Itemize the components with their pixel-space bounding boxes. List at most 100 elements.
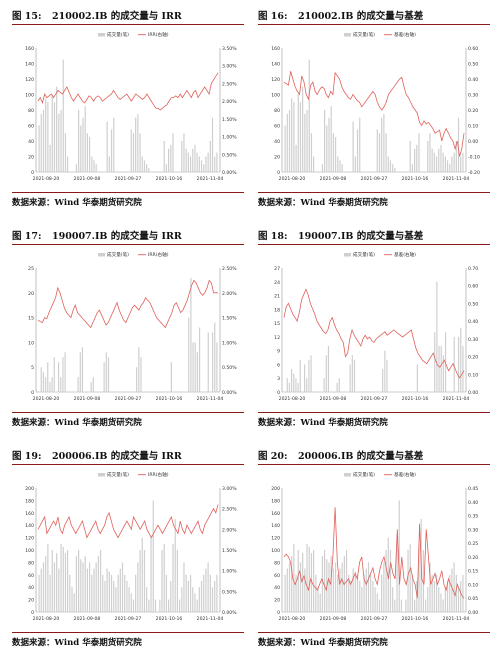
volume-bar <box>196 152 198 173</box>
volume-bar <box>295 378 297 392</box>
volume-bar <box>161 550 163 612</box>
volume-bar <box>47 362 49 392</box>
volume-bar <box>383 113 385 173</box>
volume-bar <box>106 121 108 173</box>
volume-bar <box>460 581 462 612</box>
series-line <box>37 504 219 539</box>
figure-caption: 210002.IB 的成交量与基差 <box>298 11 424 22</box>
volume-bar <box>411 574 414 612</box>
volume-bar <box>354 156 356 172</box>
volume-bar <box>80 125 82 172</box>
chart-17: 0 5 10 15 20 25 0.00% 0.50% 1.00% 1.50% 2.00% 2.50%… <box>28 251 237 402</box>
left-tick-label: 20 <box>28 598 34 604</box>
volume-bar <box>148 599 150 612</box>
left-tick-label: 24 <box>274 280 280 286</box>
x-tick-label: 2021-11-04 <box>443 176 470 182</box>
figure-title: 图 19: 200006.IB 的成交量与 IRR <box>12 448 244 462</box>
legend-line-label: 基差(右轴) <box>394 251 416 258</box>
title-rule <box>12 24 244 25</box>
volume-bar <box>416 364 418 392</box>
volume-bar <box>216 574 218 612</box>
right-tick-label: 0.00 <box>468 390 478 396</box>
volume-bar <box>185 148 187 172</box>
volume-bar <box>58 568 60 612</box>
volume-bar <box>293 373 295 392</box>
figure-20: 图 20: 200006.IB 的成交量与基差 0 20 40 60 80 100 120 14… <box>258 448 490 648</box>
right-tick-label: 0.10 <box>468 582 478 588</box>
volume-bar <box>302 86 304 172</box>
volume-bar <box>78 110 80 172</box>
volume-bar <box>97 556 99 612</box>
volume-bar <box>51 94 53 172</box>
volume-bar <box>110 129 113 173</box>
volume-bar <box>337 574 339 612</box>
volume-bar <box>192 342 194 392</box>
volume-bar <box>310 553 313 612</box>
x-tick-label: 2021-08-20 <box>279 176 306 182</box>
volume-bar <box>308 59 310 173</box>
left-tick-label: 0 <box>277 170 280 176</box>
volume-bar <box>389 550 392 612</box>
volume-bar <box>356 574 359 612</box>
right-tick-label: 3.00% <box>222 486 237 492</box>
volume-bar <box>163 543 165 612</box>
volume-bar <box>47 543 49 612</box>
x-tick-label: 2021-09-08 <box>320 616 347 622</box>
right-tick-label: 0.60 <box>468 284 478 290</box>
volume-bar <box>286 113 288 173</box>
volume-bar <box>290 369 293 392</box>
volume-bar <box>211 332 214 392</box>
series-line <box>37 279 218 329</box>
title-rule <box>258 464 490 465</box>
volume-bar <box>80 559 82 612</box>
figure-title: 图 16: 210002.IB 的成交量与基差 <box>258 8 490 22</box>
volume-bar <box>214 581 216 612</box>
volume-bar <box>163 141 165 172</box>
volume-bar <box>192 148 194 172</box>
volume-bar <box>306 110 308 172</box>
volume-bar <box>306 378 308 392</box>
volume-bar <box>78 550 80 612</box>
legend-bar-swatch <box>98 33 105 37</box>
volume-bar <box>181 587 183 612</box>
volume-bar <box>56 86 58 172</box>
volume-bar <box>67 550 69 612</box>
data-source: 数据来源：Wind 华泰期货研究院 <box>258 418 388 428</box>
volume-bar <box>297 94 299 172</box>
volume-bar <box>154 599 157 612</box>
figure-number: 图 20: <box>258 451 288 462</box>
volume-bar <box>108 571 110 612</box>
right-tick-label: 2.50% <box>222 266 237 272</box>
volume-bar <box>304 364 306 392</box>
volume-bar <box>187 152 189 173</box>
right-tick-label: 1.00% <box>222 340 237 346</box>
volume-bar <box>386 359 388 392</box>
figure-caption: 190007.IB 的成交量与 IRR <box>52 231 182 242</box>
left-tick-label: 40 <box>274 585 280 591</box>
left-tick-label: 15 <box>274 321 280 327</box>
volume-bar <box>431 148 433 172</box>
volume-bar <box>128 587 130 612</box>
volume-bar <box>165 574 168 612</box>
volume-bar <box>139 550 141 612</box>
right-tick-label: 2.50% <box>222 507 237 513</box>
figure-18: 图 18: 190007.IB 的成交量与基差 0 3 6 9 12 15 18 21 24 27 0… <box>258 228 490 428</box>
volume-bar <box>203 574 205 612</box>
volume-bar <box>40 367 42 392</box>
chart-19: 0 20 40 60 80 100 120 140 160 180 200 0.00% 0.50% 1.0… <box>25 471 237 622</box>
volume-bar <box>103 362 105 392</box>
volume-bar <box>117 574 119 612</box>
volume-bar <box>168 599 170 612</box>
source-rule <box>258 412 490 413</box>
volume-bar <box>49 382 51 392</box>
volume-bar <box>462 574 464 612</box>
left-tick-label: 200 <box>25 486 34 492</box>
volume-bar <box>453 152 455 173</box>
volume-bar <box>414 599 416 612</box>
volume-bar <box>135 574 137 612</box>
volume-bar <box>93 160 95 173</box>
volume-bar <box>409 543 411 612</box>
left-tick-label: 200 <box>271 486 280 492</box>
volume-bar <box>82 562 84 612</box>
volume-bar <box>211 587 214 612</box>
